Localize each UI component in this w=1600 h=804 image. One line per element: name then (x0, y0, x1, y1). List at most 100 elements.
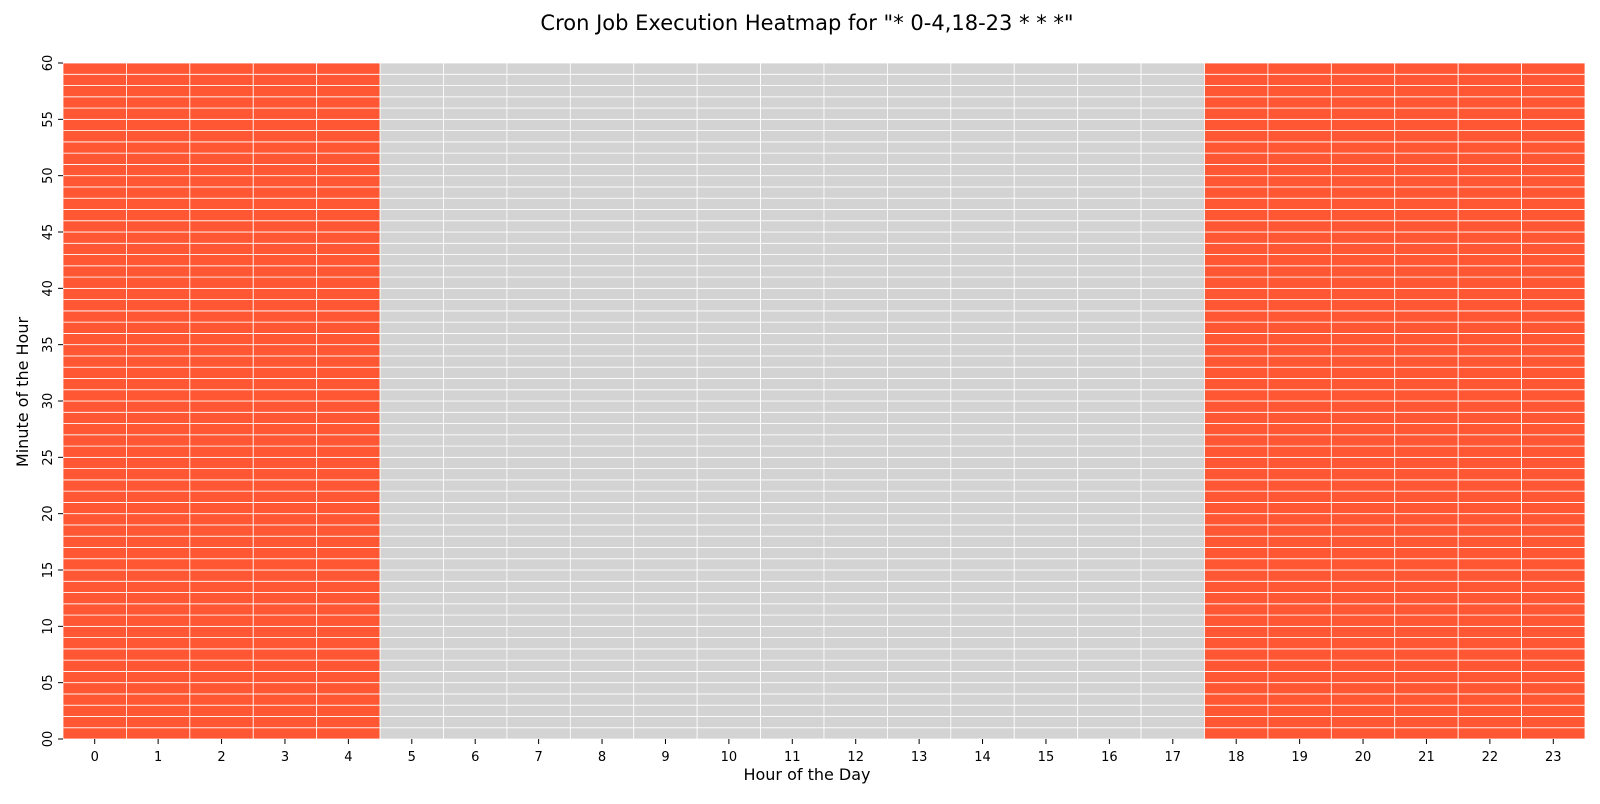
heatmap-cell (1013, 107, 1079, 120)
heatmap-cell (887, 175, 952, 188)
heatmap-cell (950, 366, 1015, 379)
heatmap-cell (696, 603, 761, 616)
heatmap-cell (1267, 276, 1332, 289)
heatmap-cell (1330, 73, 1396, 86)
heatmap-cell (1267, 254, 1332, 267)
heatmap-cell (443, 569, 508, 582)
heatmap-cell (1330, 378, 1396, 391)
heatmap-cell (1457, 175, 1522, 188)
heatmap-cell (887, 682, 952, 695)
heatmap-cell (252, 693, 318, 706)
heatmap-cell (950, 254, 1015, 267)
heatmap-cell (1077, 547, 1142, 560)
heatmap-cell (379, 254, 444, 267)
heatmap-cell (126, 423, 191, 436)
heatmap-cell (569, 456, 635, 469)
heatmap-cell (633, 107, 698, 120)
heatmap-cell (252, 242, 318, 255)
heatmap-cell (316, 332, 381, 346)
heatmap-cell (887, 62, 952, 75)
heatmap-cell (1077, 265, 1142, 278)
heatmap-cell (1521, 96, 1586, 109)
x-tick-label: 20 (1355, 750, 1372, 765)
heatmap-cell (823, 141, 888, 154)
heatmap-cell (379, 479, 444, 492)
heatmap-cell (443, 254, 508, 267)
heatmap-cell (62, 716, 127, 729)
heatmap-cell (696, 287, 761, 300)
heatmap-cell (569, 175, 635, 188)
heatmap-cell (1267, 107, 1332, 120)
heatmap-cell (760, 355, 825, 368)
heatmap-cell (62, 276, 127, 289)
heatmap-cell (379, 580, 444, 593)
heatmap-cell (126, 344, 191, 357)
heatmap-cell (1330, 400, 1396, 413)
x-tick-label: 9 (661, 750, 669, 765)
heatmap-cell (1267, 456, 1332, 469)
heatmap-cell (379, 501, 444, 515)
heatmap-cell (1457, 197, 1522, 210)
heatmap-cell (126, 107, 191, 120)
heatmap-cell (823, 716, 888, 729)
heatmap-cell (126, 220, 191, 233)
heatmap-cell (1394, 96, 1459, 109)
heatmap-cell (189, 501, 254, 515)
heatmap-cell (633, 186, 698, 199)
heatmap-cell (1457, 468, 1522, 481)
heatmap-cell (316, 96, 381, 109)
heatmap-cell (506, 175, 571, 188)
heatmap-cell (379, 265, 444, 278)
heatmap-cell (379, 107, 444, 120)
heatmap-cell (887, 355, 952, 368)
heatmap-cell (633, 693, 698, 706)
heatmap-cell (252, 287, 318, 300)
heatmap-cell (1267, 355, 1332, 368)
heatmap-cell (1394, 535, 1459, 548)
heatmap-cell (126, 254, 191, 267)
heatmap-cell (379, 445, 444, 458)
heatmap-cell (823, 366, 888, 379)
heatmap-cell (569, 513, 635, 526)
heatmap-cell (1267, 175, 1332, 188)
heatmap-cell (1140, 411, 1205, 424)
heatmap-cell (1077, 445, 1142, 458)
heatmap-cell (62, 231, 127, 244)
heatmap-cell (950, 287, 1015, 300)
heatmap-cell (443, 682, 508, 695)
heatmap-cell (823, 254, 888, 267)
heatmap-cell (1394, 501, 1459, 515)
heatmap-cell (126, 648, 191, 661)
heatmap-cell (506, 614, 571, 627)
heatmap-cell (633, 614, 698, 627)
x-tick-label: 7 (534, 750, 542, 765)
heatmap-cell (62, 513, 127, 526)
heatmap-cell (316, 682, 381, 695)
heatmap-cell (506, 141, 571, 154)
heatmap-cell (1140, 637, 1205, 650)
heatmap-cell (252, 400, 318, 413)
heatmap-cell (569, 231, 635, 244)
heatmap-cell (950, 614, 1015, 627)
heatmap-cell (506, 490, 571, 503)
heatmap-cell (252, 118, 318, 132)
x-tick-label: 14 (974, 750, 991, 765)
heatmap-cell (1013, 411, 1079, 424)
heatmap-cell (126, 389, 191, 402)
heatmap-cell (506, 671, 571, 684)
heatmap-cell (1457, 242, 1522, 255)
heatmap-cell (1330, 254, 1396, 267)
y-tick-label: 15 (41, 562, 56, 579)
heatmap-cell (316, 637, 381, 650)
heatmap-cell (1330, 85, 1396, 98)
heatmap-cell (887, 659, 952, 672)
heatmap-cell (696, 299, 761, 312)
heatmap-cell (1077, 704, 1142, 717)
heatmap-cell (633, 592, 698, 605)
heatmap-cell (696, 209, 761, 222)
heatmap-cell (887, 580, 952, 593)
heatmap-cell (126, 580, 191, 593)
x-tick-label: 6 (471, 750, 479, 765)
heatmap-cell (506, 659, 571, 672)
heatmap-cell (1267, 704, 1332, 717)
